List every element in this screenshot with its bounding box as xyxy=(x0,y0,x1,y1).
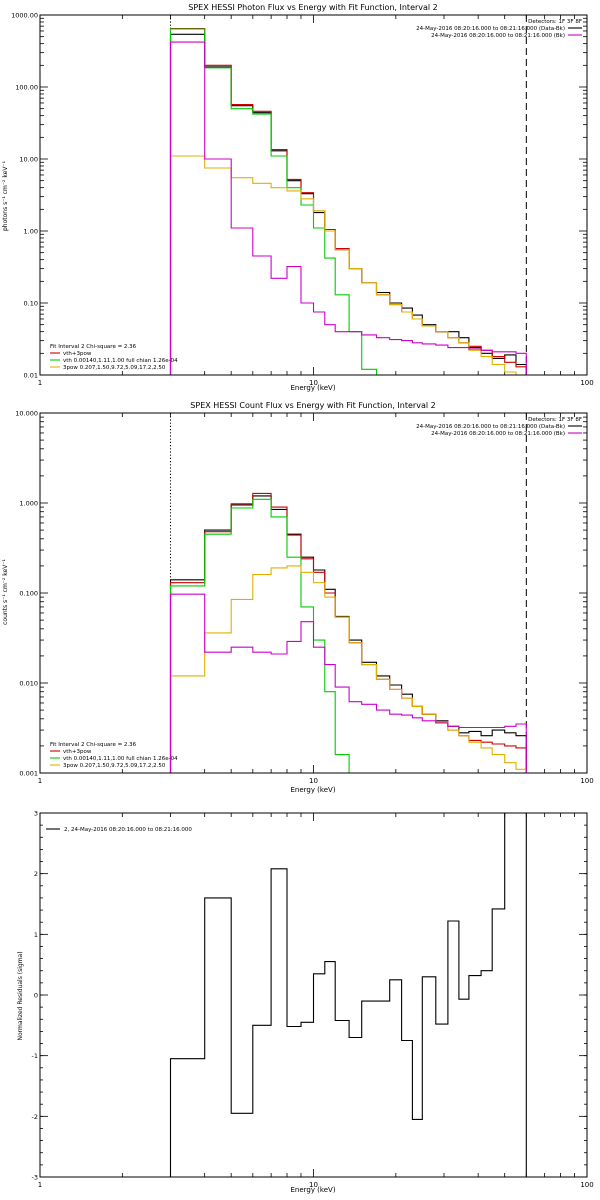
residuals-x-tick-label: 10 xyxy=(309,1181,318,1189)
count-fit-legend-text: vth+3pow xyxy=(63,749,92,755)
count-header-text: 24-May-2016 08:20:16.000 to 08:21:16.000… xyxy=(416,424,565,430)
photon-y-axis-label: photons s⁻¹ cm⁻² keV⁻¹ xyxy=(2,160,9,231)
count-y-tick-label: 10.000 xyxy=(15,410,38,418)
photon-flux-panel: SPEX HESSI Photon Flux vs Energy with Fi… xyxy=(2,3,594,392)
photon-series-4-histogram xyxy=(169,41,527,375)
count-series-2-histogram xyxy=(169,498,362,774)
count-y-tick-label: 0.100 xyxy=(19,590,38,598)
count-fit-legend-text: Fit Interval 2 Chi-square = 2.36 xyxy=(50,742,137,748)
photon-x-tick-label: 1 xyxy=(38,379,42,387)
count-x-axis-label: Energy (keV) xyxy=(290,786,335,794)
photon-series-3-histogram xyxy=(169,155,527,376)
residuals-y-tick-label: 0 xyxy=(34,992,38,1000)
residuals-plot-frame xyxy=(39,812,588,1178)
residuals-legend-text: 2, 24-May-2016 08:20:16.000 to 08:21:16.… xyxy=(64,827,192,833)
count-y-axis-label: counts s⁻¹ cm⁻² keV⁻¹ xyxy=(2,559,9,625)
residuals-y-tick-label: 1 xyxy=(34,931,38,939)
photon-fit-legend-text: 3pow 0.207,1.50,9.72,5.09,17.2,2.50 xyxy=(63,365,166,371)
count-fit-legend-text: 3pow 0.207,1.50,9.72,5.09,17.2,2.50 xyxy=(63,763,166,769)
count-y-tick-label: 0.001 xyxy=(19,770,38,778)
count-series-4-histogram xyxy=(169,593,527,773)
photon-x-tick-label: 100 xyxy=(580,379,593,387)
residuals-y-tick-label: 3 xyxy=(34,810,38,818)
photon-y-tick-label: 100.00 xyxy=(15,84,38,92)
photon-x-tick-label: 10 xyxy=(309,379,318,387)
residuals-x-axis-label: Energy (keV) xyxy=(290,1186,335,1194)
count-header-text: Detectors: 1F 3F 8F xyxy=(528,417,582,423)
count-series-3-histogram xyxy=(169,565,527,773)
count-fit-legend-text: vth 0.00140,1.11,1.00 full chian 1.26e-0… xyxy=(63,756,178,762)
count-x-tick-label: 10 xyxy=(309,777,318,785)
photon-y-tick-label: 1.00 xyxy=(24,228,38,236)
photon-fit-legend-text: Fit Interval 2 Chi-square = 2.36 xyxy=(50,344,137,350)
photon-y-tick-label: 0.01 xyxy=(24,372,38,380)
count-chart-title: SPEX HESSI Count Flux vs Energy with Fit… xyxy=(190,401,435,410)
count-header-text: 24-May-2016 08:20:16.000 to 08:21:16.000… xyxy=(431,431,565,437)
photon-chart-title: SPEX HESSI Photon Flux vs Energy with Fi… xyxy=(188,3,438,12)
photon-header-text: 24-May-2016 08:20:16.000 to 08:21:16.000… xyxy=(416,26,565,32)
residuals-y-tick-label: -1 xyxy=(32,1052,38,1060)
count-y-tick-label: 0.010 xyxy=(19,680,38,688)
photon-y-tick-label: 0.10 xyxy=(24,300,38,308)
residuals-y-tick-label: -3 xyxy=(32,1174,38,1182)
count-x-tick-label: 100 xyxy=(580,777,593,785)
photon-fit-legend-text: vth+3pow xyxy=(63,351,92,357)
count-y-tick-label: 1.000 xyxy=(19,500,38,508)
residuals-y-axis-label: Normalized Residuals (sigma) xyxy=(17,951,24,1040)
photon-x-axis-label: Energy (keV) xyxy=(290,384,335,392)
residuals-series-0-histogram xyxy=(169,812,527,1177)
photon-plot-frame xyxy=(39,14,588,376)
count-plot-frame xyxy=(39,412,588,774)
count-flux-panel: SPEX HESSI Count Flux vs Energy with Fit… xyxy=(2,401,594,794)
photon-y-tick-label: 10.00 xyxy=(19,156,38,164)
photon-fit-legend-text: vth 0.00140,1.11,1.00 full chian 1.26e-0… xyxy=(63,358,178,364)
residuals-y-tick-label: 2 xyxy=(34,870,38,878)
residuals-x-tick-label: 100 xyxy=(580,1181,593,1189)
photon-header-text: Detectors: 1F 3F 8F xyxy=(528,19,582,25)
photon-y-tick-label: 1000.00 xyxy=(11,12,38,20)
residuals-panel: Energy (keV) Normalized Residuals (sigma… xyxy=(17,810,594,1195)
photon-header-text: 24-May-2016 08:20:16.000 to 08:21:16.000… xyxy=(431,33,565,39)
residuals-y-tick-label: -2 xyxy=(32,1113,38,1121)
residuals-x-tick-label: 1 xyxy=(38,1181,42,1189)
count-x-tick-label: 1 xyxy=(38,777,42,785)
